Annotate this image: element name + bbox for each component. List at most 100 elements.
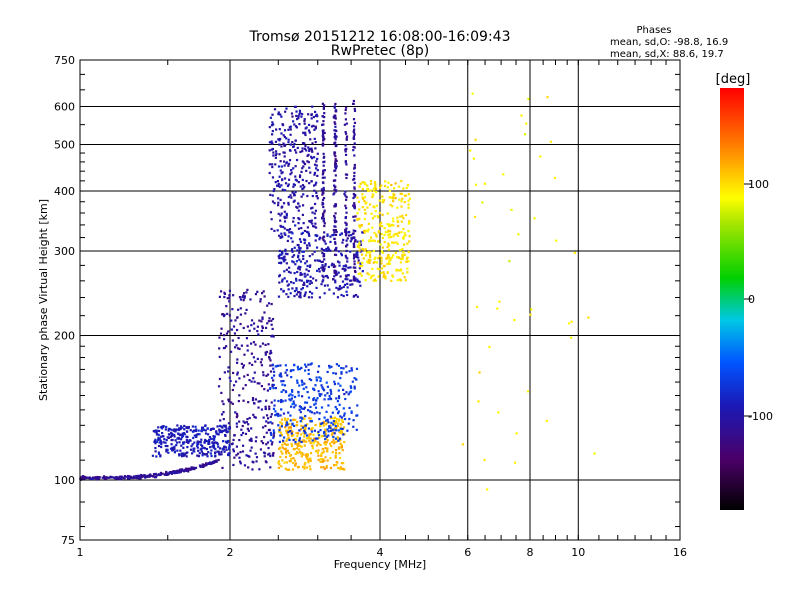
data-point xyxy=(328,395,331,398)
data-point xyxy=(510,208,513,211)
data-point xyxy=(312,442,315,445)
data-point xyxy=(305,401,309,404)
data-point xyxy=(322,156,325,159)
data-point xyxy=(310,147,313,150)
data-point xyxy=(292,145,295,148)
data-point xyxy=(349,250,352,253)
data-point xyxy=(218,336,221,339)
data-point xyxy=(334,449,338,452)
data-point xyxy=(497,411,500,414)
data-point xyxy=(314,125,317,128)
data-point xyxy=(259,448,263,451)
data-point xyxy=(330,421,333,424)
data-point xyxy=(333,184,336,187)
data-point xyxy=(282,290,285,293)
data-point xyxy=(300,379,303,382)
data-point xyxy=(290,397,293,400)
data-point xyxy=(478,371,481,374)
data-point xyxy=(261,316,264,319)
data-point xyxy=(204,439,207,443)
data-point xyxy=(353,128,356,131)
data-point xyxy=(321,115,324,118)
data-point xyxy=(310,125,314,128)
data-point xyxy=(287,195,290,199)
data-point xyxy=(353,171,356,174)
data-point xyxy=(130,476,133,479)
data-point xyxy=(218,355,221,359)
data-point xyxy=(238,460,242,463)
data-point xyxy=(193,429,196,432)
data-point xyxy=(353,107,356,111)
data-point xyxy=(353,186,356,189)
data-point xyxy=(400,231,403,234)
data-point xyxy=(256,329,259,333)
data-point xyxy=(308,433,311,436)
data-point xyxy=(358,243,361,246)
data-point xyxy=(253,415,256,419)
data-point xyxy=(303,185,306,188)
data-point xyxy=(301,141,305,145)
data-point xyxy=(340,430,343,433)
data-point xyxy=(310,219,313,222)
data-point xyxy=(378,255,381,258)
data-point xyxy=(403,194,407,197)
data-point xyxy=(314,423,317,427)
data-point xyxy=(343,283,347,286)
data-point xyxy=(94,476,97,479)
data-point xyxy=(294,149,297,152)
data-point xyxy=(323,240,326,243)
data-point xyxy=(377,216,380,219)
data-point xyxy=(165,438,168,442)
data-point xyxy=(298,367,302,371)
data-point xyxy=(305,244,309,247)
data-point xyxy=(264,326,268,330)
data-point xyxy=(279,219,282,222)
data-point xyxy=(336,436,340,440)
data-point xyxy=(408,240,411,243)
data-point xyxy=(514,461,517,464)
data-point xyxy=(394,197,397,200)
data-point xyxy=(474,138,477,141)
data-point xyxy=(283,215,286,218)
data-point xyxy=(285,212,288,215)
data-point xyxy=(247,423,250,426)
data-point xyxy=(390,241,394,244)
data-point xyxy=(286,252,289,256)
data-point xyxy=(128,477,131,480)
data-point xyxy=(335,189,338,192)
data-point xyxy=(313,397,316,400)
data-point xyxy=(344,264,347,267)
data-point xyxy=(324,437,327,441)
data-point xyxy=(352,137,355,140)
data-point xyxy=(309,378,313,382)
data-point xyxy=(486,488,489,491)
data-point xyxy=(180,434,183,437)
data-point xyxy=(309,405,312,409)
y-tick-label: 300 xyxy=(54,245,75,258)
data-point xyxy=(232,450,235,453)
data-point xyxy=(286,228,289,232)
data-point xyxy=(214,451,217,454)
data-point xyxy=(525,122,528,125)
data-point xyxy=(321,386,324,389)
data-point xyxy=(334,203,337,206)
data-point xyxy=(307,460,310,463)
data-point xyxy=(309,171,312,174)
data-point xyxy=(228,289,232,292)
data-point xyxy=(258,319,261,322)
data-point xyxy=(112,476,115,479)
data-point xyxy=(321,212,325,215)
data-point xyxy=(344,144,347,147)
data-point xyxy=(394,233,398,236)
data-point xyxy=(282,202,286,205)
data-point xyxy=(334,416,337,419)
data-point xyxy=(318,436,321,439)
data-point xyxy=(359,272,362,275)
data-point xyxy=(203,441,206,444)
data-point xyxy=(311,105,314,108)
data-point xyxy=(324,275,327,278)
data-point xyxy=(345,231,348,234)
data-point xyxy=(334,122,337,125)
data-point xyxy=(306,285,309,288)
data-point xyxy=(298,238,302,241)
